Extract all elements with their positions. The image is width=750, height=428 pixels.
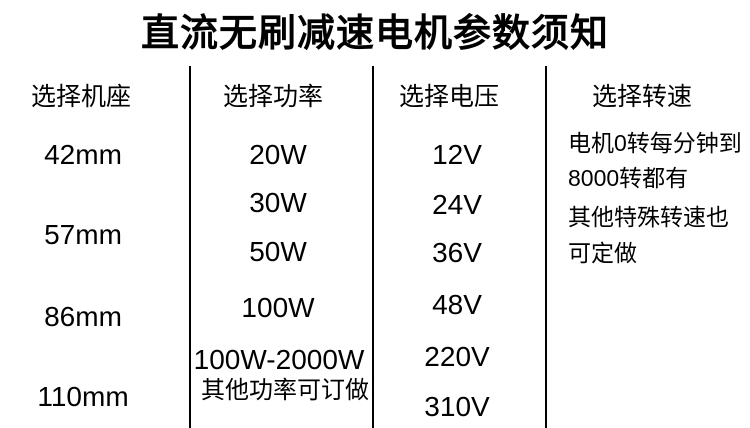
speed-note-line: 电机0转每分钟到 (568, 130, 742, 156)
power-option: 30W (249, 187, 307, 218)
speed-note-line: 可定做 (568, 240, 637, 266)
column-divider-3 (545, 66, 547, 428)
column-divider-2 (372, 66, 374, 428)
power-option: 100W (241, 292, 315, 323)
power-custom-note: 其他功率可订做 (201, 377, 369, 404)
speed-note-line: 其他特殊转速也 (568, 204, 729, 230)
page-title: 直流无刷减速电机参数须知 (140, 13, 610, 55)
speed-note-line: 8000转都有 (568, 165, 689, 191)
voltage-option: 310V (424, 391, 490, 422)
frame-option: 86mm (44, 301, 122, 332)
voltage-option: 220V (424, 341, 490, 372)
power-option: 20W (249, 139, 307, 170)
voltage-option: 48V (432, 289, 482, 320)
voltage-option: 24V (432, 189, 482, 220)
power-option: 50W (249, 236, 307, 267)
frame-option: 57mm (44, 219, 122, 250)
column-divider-1 (189, 66, 191, 428)
voltage-option: 12V (432, 139, 482, 170)
col-voltage-header: 选择电压 (398, 83, 500, 111)
col-speed-header: 选择转速 (591, 83, 693, 111)
frame-option: 42mm (44, 139, 122, 170)
col-frame-header: 选择机座 (30, 83, 132, 111)
frame-option: 110mm (37, 381, 129, 412)
power-option: 100W-2000W (193, 344, 365, 375)
voltage-option: 36V (432, 237, 482, 268)
col-power-header: 选择功率 (222, 83, 324, 111)
